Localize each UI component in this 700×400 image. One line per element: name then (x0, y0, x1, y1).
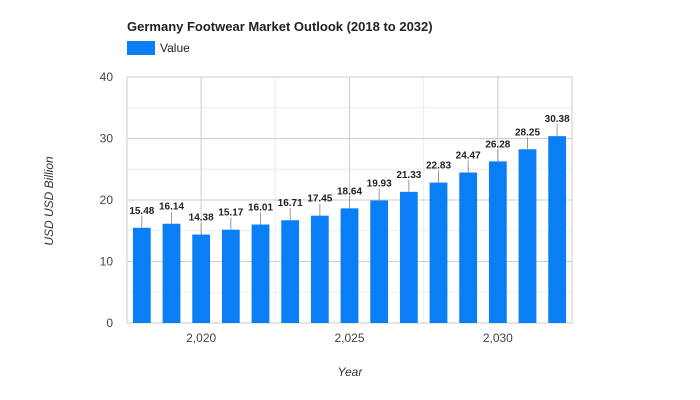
data-label: 30.38 (545, 114, 570, 125)
bar (192, 234, 211, 323)
bar (221, 229, 240, 323)
y-tick-label: 0 (106, 316, 113, 330)
legend-label: Value (160, 41, 190, 55)
y-axis-title: USD USD Billion (42, 156, 56, 246)
bar (370, 200, 389, 323)
x-tick-label: 2,020 (186, 331, 216, 345)
y-tick-label: 40 (100, 70, 114, 84)
bar (429, 182, 448, 323)
data-label: 22.83 (426, 161, 451, 172)
data-label: 18.64 (337, 186, 362, 197)
bar (488, 161, 507, 323)
data-label: 17.45 (307, 194, 332, 205)
bar (399, 191, 418, 323)
x-tick-label: 2,030 (483, 331, 513, 345)
data-label: 26.28 (485, 139, 510, 150)
bar (281, 220, 300, 323)
data-label: 24.47 (456, 151, 481, 162)
x-axis-title: Year (338, 365, 364, 379)
x-tick-label: 2,025 (334, 331, 364, 345)
y-tick-label: 30 (100, 132, 114, 146)
bars (132, 136, 567, 323)
data-labels: 15.48 16.14 14.38 15.17 16.01 16.71 17.45 18.64… (129, 114, 570, 235)
bar (459, 172, 478, 323)
data-label: 16.01 (248, 203, 273, 214)
data-label: 28.25 (515, 127, 540, 138)
bar (132, 227, 151, 323)
bar (310, 215, 329, 323)
data-label: 15.48 (129, 206, 154, 217)
chart-title: Germany Footwear Market Outlook (2018 to… (127, 19, 433, 34)
data-label: 14.38 (189, 213, 214, 224)
legend: Value (127, 41, 190, 55)
data-label: 16.14 (159, 202, 184, 213)
y-tick-label: 10 (100, 255, 114, 269)
bar (251, 224, 270, 323)
data-label: 19.93 (367, 178, 392, 189)
bar (162, 223, 181, 323)
legend-swatch (127, 41, 155, 55)
bar (518, 149, 537, 323)
bar (340, 208, 359, 323)
y-tick-label: 20 (100, 193, 114, 207)
axes: 0 10 20 30 40 2,020 2,025 2,030 (100, 70, 514, 345)
data-label: 21.33 (396, 170, 421, 181)
bar (548, 136, 567, 323)
data-label: 15.17 (218, 208, 243, 219)
data-label: 16.71 (278, 198, 303, 209)
